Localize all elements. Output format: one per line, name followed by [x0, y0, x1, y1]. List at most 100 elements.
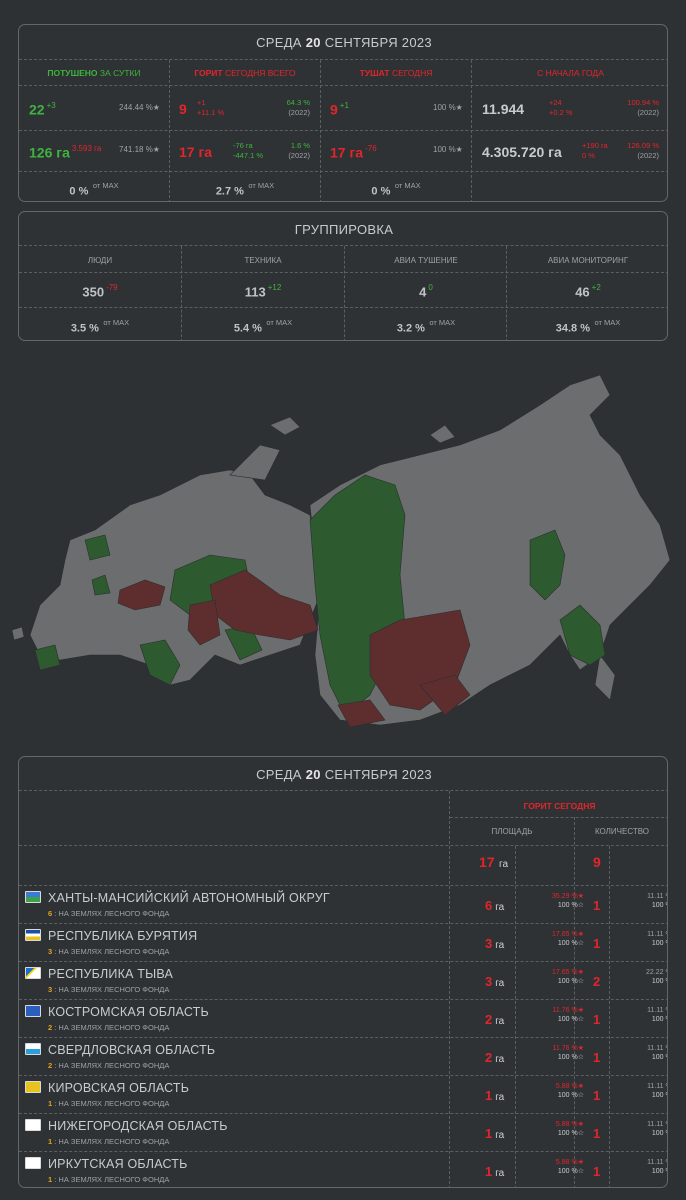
region-sub-count: 1 [48, 1175, 53, 1184]
khabarovsk-region[interactable] [529, 529, 566, 601]
regions-table: СРЕДА 20 СЕНТЯБРЯ 2023 ГОРИТ СЕГОДНЯ ПЛО… [18, 756, 668, 1188]
region-area-unit: га [495, 1092, 505, 1103]
tuva-flag-icon [25, 967, 41, 979]
map-burning-regions [117, 569, 471, 728]
region-count: 1 [593, 1164, 601, 1179]
header-extinguished-b: ЗА СУТКИ [99, 68, 141, 78]
region-name: КИРОВСКАЯ ОБЛАСТЬ [48, 1081, 190, 1095]
year-count-delta: +24 +0.2 % [549, 98, 573, 118]
kostroma-flag-icon [25, 1005, 41, 1017]
region-sub: 2 : НА ЗЕМЛЯХ ЛЕСНОГО ФОНДА [48, 1023, 169, 1032]
region-sub-label: : НА ЗЕМЛЯХ ЛЕСНОГО ФОНДА [54, 1099, 170, 1108]
region-area: 2 га [485, 1050, 504, 1065]
burning-count-delta2: +11.1 % [197, 108, 225, 117]
air-monitoring-value-num: 46 [575, 284, 590, 300]
year-count-value: 11.944 [482, 101, 525, 117]
air-fighting-label: АВИА ТУШЕНИЕ [394, 256, 458, 265]
region-sub-count: 2 [48, 1023, 53, 1032]
table-row[interactable]: РЕСПУБЛИКА ТЫВА 3 : НА ЗЕМЛЯХ ЛЕСНОГО ФО… [19, 961, 667, 999]
header-extinguished-a: ПОТУШЕНО [47, 68, 98, 78]
extinguished-area: 126 га 3.593 га [29, 144, 101, 162]
table-row[interactable]: ХАНТЫ-МАНСИЙСКИЙ АВТОНОМНЫЙ ОКРУГ 6 : НА… [19, 885, 667, 923]
burning-area-delta2: -447.1 % [233, 151, 264, 160]
people-max-label: от MAX [103, 318, 130, 327]
burning-max: 2.7 % от MAX [170, 181, 320, 199]
burning-count-year: 64.3 % (2022) [274, 98, 310, 118]
region-sub-label: : НА ЗЕМЛЯХ ЛЕСНОГО ФОНДА [54, 909, 170, 918]
year-area-delta2: 0 % [582, 151, 595, 160]
region-area-value: 3 [485, 936, 493, 951]
header-burning-b: СЕГОДНЯ ВСЕГО [224, 68, 296, 78]
date-weekday: СРЕДА [256, 35, 302, 50]
extinguished-count-value: 22 [29, 101, 45, 118]
table-date: СРЕДА 20 СЕНТЯБРЯ 2023 [19, 767, 667, 782]
vologda-region[interactable] [91, 574, 111, 596]
header-fighting-a: ТУШАТ [359, 68, 390, 78]
burning-area-year2: (2022) [288, 151, 310, 160]
bryansk-region[interactable] [34, 644, 61, 671]
year-area-delta1: +190 га [582, 141, 608, 150]
region-area-pct: 35.29 %★ [552, 893, 584, 900]
tuva-region[interactable] [337, 699, 386, 728]
table-row[interactable]: ИРКУТСКАЯ ОБЛАСТЬ 1 : НА ЗЕМЛЯХ ЛЕСНОГО … [19, 1151, 667, 1187]
khmao-region[interactable] [209, 569, 319, 641]
region-count-pct: 11.11 %★ [647, 1083, 667, 1090]
fighting-count-delta: +1 [339, 101, 349, 110]
region-area-value: 6 [485, 898, 493, 913]
region-count-pct: 11.11 %★ [647, 1045, 667, 1052]
summary-date: СРЕДА 20 СЕНТЯБРЯ 2023 [19, 35, 667, 50]
fighting-area-value: 17 га [330, 144, 364, 161]
buryatia-region[interactable] [419, 674, 471, 716]
people-value: 350 -79 [19, 283, 181, 301]
kirov-flag-icon [25, 1081, 41, 1093]
region-area-pct-total: 100 %☆ [557, 1130, 584, 1137]
region-area-pct: 5.88 %★ [555, 1121, 584, 1128]
extinguished-count-delta: +3 [46, 101, 56, 110]
russia-fire-map[interactable] [0, 355, 686, 740]
karelia-region[interactable] [84, 534, 111, 561]
fighting-area-pct: 100 %★ [433, 145, 463, 154]
table-row[interactable]: КОСТРОМСКАЯ ОБЛАСТЬ 2 : НА ЗЕМЛЯХ ЛЕСНОГ… [19, 999, 667, 1037]
table-row[interactable]: КИРОВСКАЯ ОБЛАСТЬ 1 : НА ЗЕМЛЯХ ЛЕСНОГО … [19, 1075, 667, 1113]
region-area-pct-total: 100 %☆ [557, 1168, 584, 1175]
kostroma-region[interactable] [117, 579, 166, 611]
sverdlovsk-region[interactable] [187, 599, 221, 646]
region-sub: 1 : НА ЗЕМЛЯХ ЛЕСНОГО ФОНДА [48, 1137, 169, 1146]
region-sub: 3 : НА ЗЕМЛЯХ ЛЕСНОГО ФОНДА [48, 985, 169, 994]
people-value-num: 350 [82, 284, 105, 300]
region-area-pct-total: 100 %☆ [557, 1016, 584, 1023]
burning-count-value: 9 [179, 101, 187, 117]
primorye-region[interactable] [559, 604, 606, 666]
year-area-delta: +190 га 0 % [582, 141, 608, 161]
volgograd-region[interactable] [139, 639, 181, 686]
air-monitoring-value: 46 +2 [507, 283, 667, 301]
region-name: ИРКУТСКАЯ ОБЛАСТЬ [48, 1157, 188, 1171]
table-row[interactable]: СВЕРДЛОВСКАЯ ОБЛАСТЬ 2 : НА ЗЕМЛЯХ ЛЕСНО… [19, 1037, 667, 1075]
extinguished-area-pct: 741.18 %★ [119, 145, 160, 154]
region-area-unit: га [495, 1016, 505, 1027]
region-sub: 3 : НА ЗЕМЛЯХ ЛЕСНОГО ФОНДА [48, 947, 169, 956]
region-area-pct-total: 100 %☆ [557, 978, 584, 985]
region-name: КОСТРОМСКАЯ ОБЛАСТЬ [48, 1005, 209, 1019]
total-area-value: 17 [479, 854, 495, 870]
equipment-max-value: 5.4 % [233, 322, 262, 335]
fighting-max: 0 % от MAX [321, 181, 471, 199]
equipment-value: 113 +12 [182, 283, 344, 301]
fighting-count-pct: 100 %★ [433, 103, 463, 112]
burning-max-value: 2.7 % [215, 185, 244, 198]
table-row[interactable]: НИЖЕГОРОДСКАЯ ОБЛАСТЬ 1 : НА ЗЕМЛЯХ ЛЕСН… [19, 1113, 667, 1151]
fighting-count: 9 +1 [330, 101, 349, 119]
region-count: 1 [593, 898, 601, 913]
extinguished-count: 22 +3 [29, 101, 56, 119]
equipment-value-delta: +12 [267, 283, 282, 292]
year-count-year2: (2022) [637, 108, 659, 117]
date-month-year: СЕНТЯБРЯ 2023 [324, 35, 432, 50]
table-row[interactable]: РЕСПУБЛИКА БУРЯТИЯ 3 : НА ЗЕМЛЯХ ЛЕСНОГО… [19, 923, 667, 961]
region-sub-label: : НА ЗЕМЛЯХ ЛЕСНОГО ФОНДА [54, 1175, 170, 1184]
burning-area-year1: 1.6 % [290, 141, 310, 150]
region-area-pct: 17.65 %★ [552, 931, 584, 938]
header-fighting: ТУШАТ СЕГОДНЯ [321, 68, 471, 78]
region-count-pct: 11.11 %★ [647, 893, 667, 900]
year-area-year1: 126.09 % [627, 141, 659, 150]
people-value-delta: -79 [106, 283, 118, 292]
